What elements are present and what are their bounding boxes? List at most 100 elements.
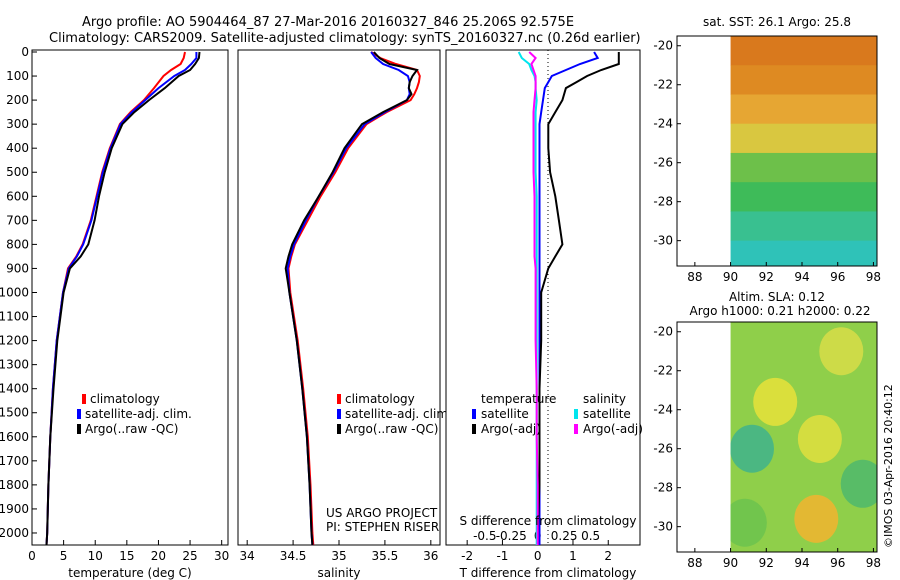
y-tick-label: 900 [6,261,29,275]
sst-map-title: sat. SST: 26.1 Argo: 25.8 [703,15,851,29]
y-tick-label: 2000 [0,526,29,540]
series-line-salinity-argo-adj- [528,51,539,545]
sla-heatmap [677,322,877,552]
legend-swatch-climatology [337,394,341,404]
lon-tick-label: 96 [830,556,845,570]
salinity-x-axis: 34 34.5 35 35.5 36 [240,540,438,563]
legend-label-s-argo: Argo(-adj) [583,422,643,436]
x-tick-label: 35 [331,549,346,563]
legend-swatch-s-satellite [574,409,578,419]
heatmap-blob [730,424,774,473]
s-difference-label: S difference from climatology [460,514,637,528]
temperature-axes-frame [31,49,229,546]
difference-axes-frame [445,49,641,546]
legend-swatch-argo [77,424,81,434]
header-title-line2: Climatology: CARS2009. Satellite-adjuste… [49,31,641,46]
y-tick-label: 1800 [0,478,29,492]
lon-tick-label: 92 [759,270,774,284]
legend-label-satellite: satellite-adj. clim. [85,407,192,421]
legend-swatch-t-argo [472,424,476,434]
salinity-legend: climatology satellite-adj. clim. Argo(..… [337,392,452,436]
s-tick-label: 0.25 [551,529,578,543]
sst-map-frame [676,35,878,267]
heatmap-blob [730,498,767,547]
x-tick-label: 10 [88,549,103,563]
lon-tick-label: 88 [687,270,702,284]
lon-tick-label: 92 [759,556,774,570]
t-difference-xlabel: T difference from climatology [459,566,637,580]
depth-axis: 0 100 200 300 400 500 600 700 800 900 1000 1100 1200… [0,45,37,540]
heatmap-band [730,211,877,242]
legend-label-argo: Argo(..raw -QC) [85,422,178,436]
project-annotation: US ARGO PROJECT [326,506,438,520]
heatmap-band [730,152,877,183]
legend-group-temperature: temperature [481,392,556,406]
heatmap-blob [794,494,839,543]
lat-tick-label: -22 [653,78,673,92]
legend-swatch-climatology [82,394,86,404]
heatmap-band [730,182,877,212]
lat-tick-label: -30 [653,234,673,248]
temperature-xlabel: temperature (deg C) [68,566,191,580]
x-tick-label: 0 [534,549,542,563]
copyright-text: ©IMOS 03-Apr-2016 20:40:12 [882,384,895,548]
legend-swatch-satellite [337,409,341,419]
legend-label-t-argo: Argo(-adj) [481,422,541,436]
lon-tick-label: 90 [723,270,738,284]
x-tick-label: 20 [151,549,166,563]
y-tick-label: 1100 [0,310,29,324]
x-tick-label: -1 [496,549,508,563]
lon-tick-label: 94 [794,270,809,284]
y-tick-label: 600 [6,189,29,203]
lon-tick-label: 98 [866,556,881,570]
x-tick-label: 2 [604,549,612,563]
x-tick-label: 34.5 [280,549,307,563]
y-tick-label: 1300 [0,358,29,372]
temperature-x-axis: 0 5 10 15 20 25 30 [28,540,229,563]
s-tick-label: -0.25 [496,529,527,543]
heatmap-band [730,94,877,125]
legend-swatch-satellite [77,409,81,419]
sla-map-panel: Altim. SLA: 0.12 Argo h1000: 0.21 h2000:… [653,290,881,570]
y-tick-label: 1000 [0,285,29,299]
series-line-temperature-argo-adj- [536,52,620,545]
header-title-line1: Argo profile: AO 5904464_87 27-Mar-2016 … [82,15,574,30]
x-tick-label: 15 [119,549,134,563]
salinity-panel: 34 34.5 35 35.5 36 salinity climatology sate… [237,49,452,580]
sla-map-subtitle: Argo h1000: 0.21 h2000: 0.22 [690,304,871,318]
heatmap-band [730,123,877,154]
lon-tick-label: 94 [794,556,809,570]
lon-tick-label: 98 [866,270,881,284]
y-tick-label: 400 [6,141,29,155]
legend-label-t-satellite: satellite [481,407,529,421]
lon-tick-label: 88 [687,556,702,570]
temperature-series [45,51,201,546]
lat-tick-label: -30 [653,520,673,534]
temperature-legend: climatology satellite-adj. clim. Argo(..… [77,392,192,436]
s-tick-label: -0.5 [473,529,496,543]
lat-tick-label: -24 [653,403,673,417]
x-tick-label: 30 [214,549,229,563]
x-tick-label: 35.5 [372,549,399,563]
y-tick-label: 1900 [0,502,29,516]
x-tick-label: 5 [60,549,68,563]
legend-swatch-argo [337,424,341,434]
sst-map-axes: 88 90 92 94 96 98 -20 -22 -24 -26 -28 -30 [653,39,881,284]
lat-tick-label: -26 [653,156,673,170]
salinity-xlabel: salinity [317,566,360,580]
x-tick-label: 25 [182,549,197,563]
heatmap-blob [753,377,798,426]
heatmap-band [730,240,877,267]
t-difference-x-axis: -2 -1 0 1 2 [461,540,612,563]
y-tick-label: 1600 [0,430,29,444]
difference-series [517,51,620,545]
pi-annotation: PI: STEPHEN RISER [326,520,439,534]
legend-group-salinity: salinity [583,392,626,406]
difference-panel: -2 -1 0 1 2 -0.5 -0.25 0 0.25 0.5 S difference f… [445,49,643,580]
series-line-argo-raw-qc- [45,51,201,546]
sla-map-frame [676,321,878,553]
lon-tick-label: 96 [830,270,845,284]
heatmap-blob [819,327,864,376]
y-tick-label: 0 [21,45,29,59]
